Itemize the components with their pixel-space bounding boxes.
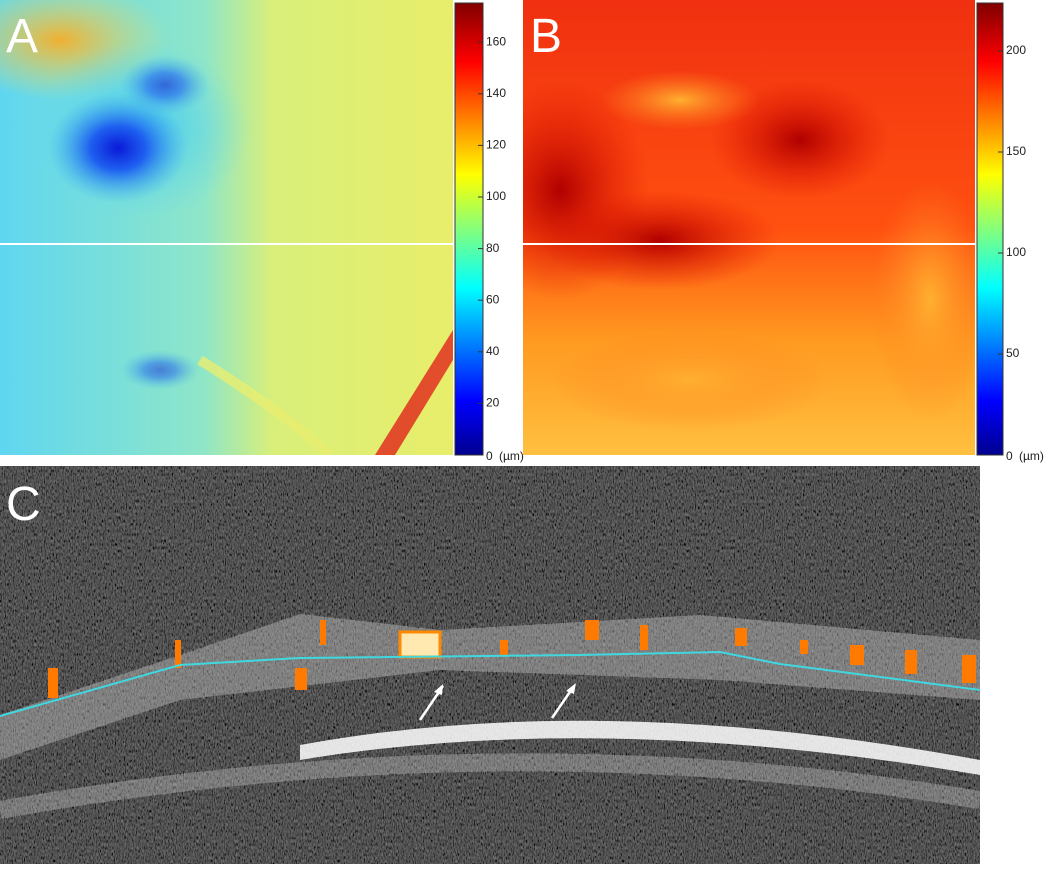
graphic [640, 625, 648, 650]
graphic [0, 753, 980, 819]
graphic [870, 180, 975, 420]
panel-label: A [6, 10, 38, 63]
heatmap-b [523, 0, 975, 455]
graphic [550, 330, 830, 430]
graphic [175, 640, 181, 668]
tick-label: 40 [486, 344, 500, 358]
graphic [0, 650, 980, 717]
graphic [540, 190, 780, 290]
tick-label: 50 [1006, 346, 1020, 360]
heatmap-a [0, 0, 453, 455]
oct-bscan [0, 466, 980, 864]
tick-label: 20 [486, 396, 500, 410]
tick-label: 0 [1006, 449, 1013, 463]
graphic [320, 620, 326, 645]
graphic [120, 350, 200, 390]
tick-label: 160 [486, 34, 506, 48]
tick-label: 150 [1006, 144, 1026, 158]
tick-label: 140 [486, 86, 506, 100]
graphic [300, 720, 980, 775]
tick-label: 100 [486, 189, 506, 203]
graphic [500, 640, 508, 656]
graphic [0, 614, 980, 760]
tick-label: 80 [486, 241, 500, 255]
graphic [735, 628, 747, 646]
unit-label: (µm) [1019, 449, 1044, 463]
colorbar-a [454, 2, 484, 456]
graphic [48, 620, 976, 698]
graphic [120, 55, 210, 115]
colorbar-b [976, 2, 1004, 456]
graphic [434, 684, 443, 695]
graphic [800, 640, 808, 654]
graphic [197, 355, 334, 455]
graphic [375, 330, 453, 455]
graphic [850, 645, 864, 665]
tick-label: 120 [486, 138, 506, 152]
tick-label: 100 [1006, 245, 1026, 259]
graphic [0, 466, 980, 864]
colorbar-ticks: 0 20 40 60 80 100 120 140 160 (µm) 0 50 100 150 200 (µm… [478, 34, 1044, 463]
tick-label: 200 [1006, 43, 1026, 57]
graphic [600, 70, 760, 130]
tick-label: 60 [486, 292, 500, 306]
graphic [566, 683, 576, 694]
graphic [962, 655, 976, 683]
graphic [295, 668, 307, 690]
panel-label: B [530, 10, 562, 63]
unit-label: (µm) [499, 449, 524, 463]
panel-label: C [6, 478, 41, 531]
tick-label: 0 [486, 449, 493, 463]
graphic [398, 630, 442, 659]
graphic [48, 93, 188, 203]
graphic [585, 620, 599, 640]
graphic [905, 650, 917, 674]
graphic [48, 668, 58, 698]
